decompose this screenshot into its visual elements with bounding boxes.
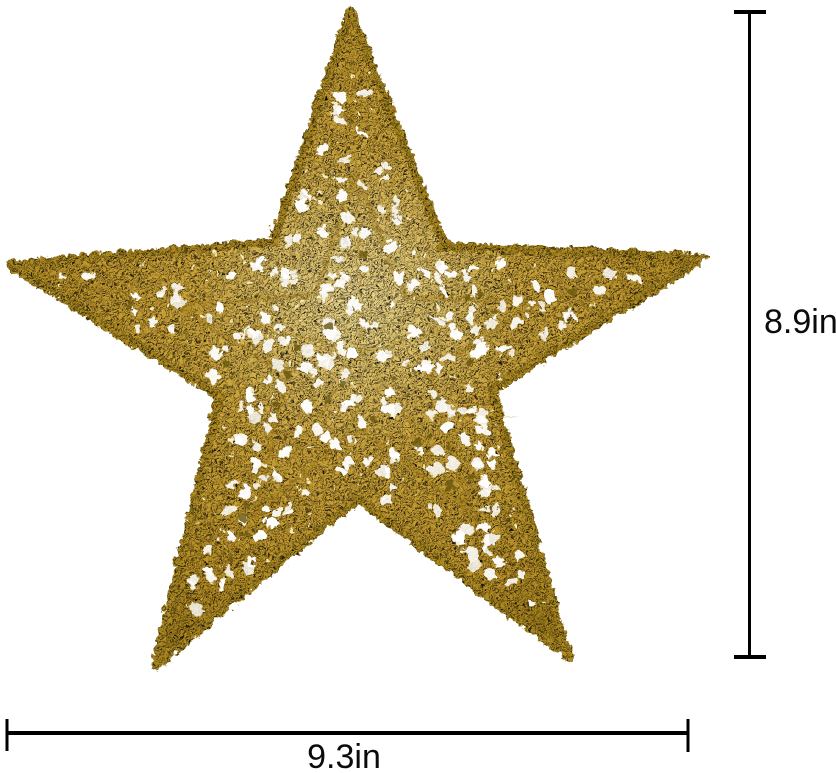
height-label: 8.9in: [764, 303, 836, 341]
star-shape: [3, 3, 707, 669]
width-dimension: 9.3in: [5, 719, 690, 773]
width-label: 9.3in: [307, 738, 381, 773]
glitter-holes: [58, 86, 640, 615]
height-dimension: 8.9in: [734, 10, 836, 659]
glitter-sequins: [124, 248, 575, 561]
star-group: [3, 3, 707, 669]
